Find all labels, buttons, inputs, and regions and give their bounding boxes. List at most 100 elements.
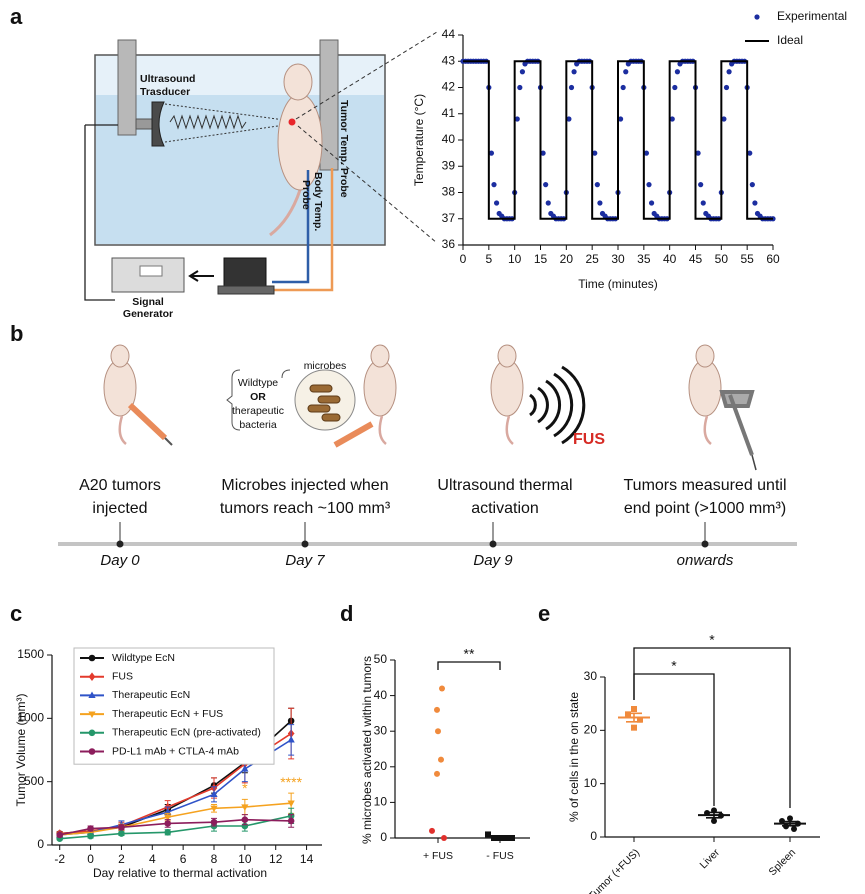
x-tick-label: 45 <box>689 252 703 266</box>
data-point <box>241 816 249 823</box>
x-axis-label: Time (minutes) <box>578 277 658 291</box>
y-tick-label: 36 <box>442 237 456 251</box>
panel-label: a <box>10 4 23 29</box>
x-tick-label: 14 <box>300 852 314 866</box>
day-label: Day 9 <box>473 552 513 569</box>
legend-marker <box>88 691 96 699</box>
legend-frame <box>73 647 275 765</box>
error-bar <box>706 811 722 819</box>
y-tick-label: 30 <box>374 723 388 737</box>
data-point <box>56 831 64 839</box>
y-tick-label: 30 <box>584 669 598 683</box>
data-point <box>695 150 701 156</box>
x-tick-label: 30 <box>611 252 625 266</box>
data-point <box>646 182 652 188</box>
y-axis-label: % of cells in the on state <box>567 692 581 822</box>
data-point <box>620 84 626 91</box>
data-point <box>514 116 520 122</box>
data-point <box>509 835 515 841</box>
data-point <box>491 835 497 841</box>
data-point <box>438 756 444 763</box>
significance-bracket <box>437 661 501 670</box>
caliper-tip <box>751 454 757 471</box>
legend-label: Therapeutic EcN + FUS <box>112 708 223 720</box>
y-tick-label: 0 <box>37 837 44 851</box>
data-point <box>637 716 643 723</box>
mouse-tails <box>118 415 712 445</box>
data-point <box>723 84 730 91</box>
data-point <box>517 84 523 91</box>
x-tick-label: 40 <box>663 252 677 266</box>
x-tick-label: 0 <box>87 852 94 866</box>
arrow <box>188 270 214 282</box>
x-tick-label: 20 <box>560 252 574 266</box>
focus-cone <box>164 103 293 143</box>
y-tick-label: 500 <box>24 774 44 788</box>
tumor <box>288 118 296 126</box>
data-point <box>648 200 655 206</box>
data-point <box>711 818 717 824</box>
x-tick-label: 50 <box>715 252 729 266</box>
legend-marker <box>88 748 96 755</box>
data-point <box>491 182 497 188</box>
y-tick-label: 41 <box>442 106 456 120</box>
data-point <box>87 825 94 832</box>
data-point <box>164 814 172 822</box>
significance-bracket <box>633 673 715 806</box>
data-point <box>519 69 526 75</box>
legend-label: FUS <box>112 670 133 682</box>
data-point <box>241 804 249 811</box>
y-tick-label: 0 <box>590 829 597 843</box>
y-tick-label: 1000 <box>17 711 44 725</box>
x-tick-label: 6 <box>180 852 187 866</box>
data-point <box>721 116 727 122</box>
data-point <box>435 728 441 735</box>
x-tick-label: -2 <box>54 852 65 866</box>
data-point <box>597 200 603 206</box>
setup-diagram: Ultrasound Trasducer Tumor Temp. Probe B… <box>84 31 438 320</box>
step-label: injected <box>92 500 147 517</box>
step-label: A20 tumors <box>79 477 161 494</box>
legend-marker <box>754 14 760 20</box>
step-dot <box>116 540 124 548</box>
data-point <box>592 150 598 156</box>
ultrasound-waves <box>529 365 586 445</box>
panel-label: c <box>10 601 22 626</box>
data-point <box>503 835 509 841</box>
mouse-icons <box>103 344 722 417</box>
y-axis-label: Tumor Volume (mm³) <box>14 694 28 807</box>
y-tick-label: 39 <box>442 158 456 172</box>
data-point <box>791 826 797 832</box>
series-line <box>59 818 292 836</box>
step-dot <box>489 540 497 548</box>
y-tick-label: 38 <box>442 185 456 199</box>
y-tick-label: 20 <box>374 759 388 773</box>
step-dot <box>701 540 709 548</box>
data-point <box>752 200 758 206</box>
panel-label: d <box>340 601 353 626</box>
data-point <box>700 200 706 206</box>
timeline: microbes Wildtype OR therapeutic bacteri… <box>58 344 797 546</box>
data-point <box>749 182 755 188</box>
clamp <box>117 39 137 136</box>
y-tick-label: 42 <box>442 80 456 94</box>
data-point <box>726 69 732 75</box>
y-tick-label: 50 <box>374 652 388 666</box>
data-point <box>617 116 624 122</box>
choice-label: OR <box>250 391 266 403</box>
mouse-tail <box>269 189 302 237</box>
error-bar <box>626 712 642 723</box>
syringe <box>127 402 168 441</box>
x-tick-label: 4 <box>149 852 156 866</box>
y-axis-label: % microbes activated within tumors <box>360 656 374 844</box>
microbes-label: microbes <box>304 360 347 372</box>
data-point <box>747 150 753 156</box>
choice-label: therapeutic <box>232 405 284 417</box>
data-point <box>118 830 125 837</box>
data-point <box>568 84 575 91</box>
step-dot <box>301 540 309 548</box>
transducer <box>151 101 165 147</box>
mouse-head <box>283 63 313 101</box>
data-point <box>672 84 678 91</box>
